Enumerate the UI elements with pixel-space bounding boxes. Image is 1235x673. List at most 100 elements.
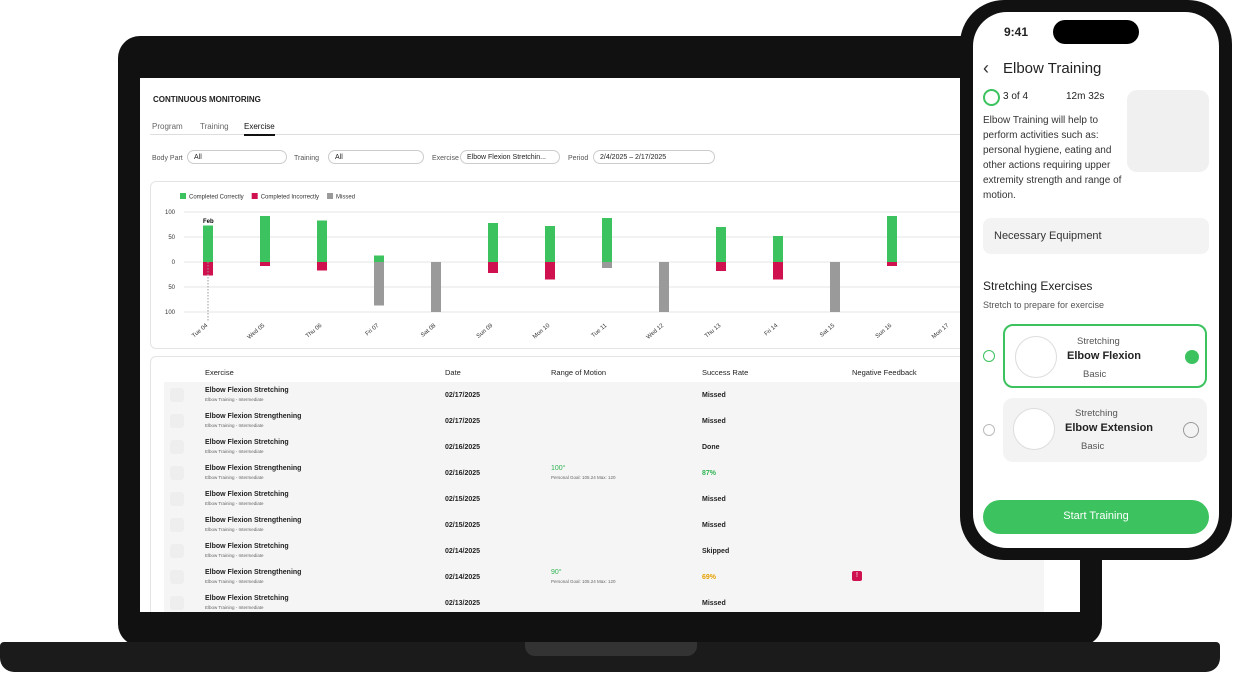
goal: Personal Goal: 105.24 Max: 120 bbox=[551, 579, 616, 584]
table-row: Elbow Flexion Stretching Elbow Training -… bbox=[164, 538, 1044, 564]
radio[interactable] bbox=[983, 424, 995, 436]
card-name: Elbow Extension bbox=[1065, 422, 1154, 434]
exercise-name: Elbow Flexion Strengthening bbox=[205, 465, 302, 472]
exercise-sub: Elbow Training - Intermediate bbox=[205, 423, 264, 428]
x-tick-label: Sun 09 bbox=[476, 323, 495, 340]
exercise-sub: Elbow Training - Intermediate bbox=[205, 397, 264, 402]
table-row: Elbow Flexion Stretching Elbow Training -… bbox=[164, 434, 1044, 460]
bar bbox=[260, 262, 270, 266]
bar bbox=[602, 262, 612, 268]
filter-select[interactable]: 2/4/2025 – 2/17/2025 bbox=[593, 150, 715, 164]
section-title: Stretching Exercises bbox=[983, 279, 1093, 293]
y-tick-label: 50 bbox=[168, 285, 175, 291]
legend-swatch bbox=[327, 193, 334, 199]
row-icon bbox=[170, 388, 184, 402]
x-tick-label: Tue 11 bbox=[591, 323, 609, 340]
filter-select[interactable]: All bbox=[328, 150, 424, 164]
bar bbox=[659, 262, 669, 312]
column-header: Range of Motion bbox=[551, 368, 607, 377]
filter-label: Exercise bbox=[432, 155, 459, 162]
table-row: Elbow Flexion Stretching Elbow Training -… bbox=[164, 590, 1044, 612]
success-rate: Missed bbox=[702, 392, 726, 399]
filter-select[interactable]: All bbox=[187, 150, 287, 164]
x-tick-label: Wed 05 bbox=[247, 323, 267, 341]
legend-swatch bbox=[180, 193, 186, 199]
x-tick-label: Sat 08 bbox=[420, 323, 438, 339]
column-header: Negative Feedback bbox=[852, 368, 917, 377]
table-row: Elbow Flexion Strengthening Elbow Trainin… bbox=[164, 564, 1044, 590]
range: 100° bbox=[551, 465, 566, 472]
y-tick-label: 50 bbox=[168, 235, 175, 241]
column-header: Success Rate bbox=[702, 368, 749, 377]
table: Exercise Date Range of Motion Success Rate N… bbox=[140, 366, 1080, 612]
y-tick-label: 100 bbox=[165, 210, 176, 216]
tab[interactable]: Exercise bbox=[244, 122, 275, 136]
table-row: Elbow Flexion Strengthening Elbow Trainin… bbox=[164, 460, 1044, 486]
x-tick-label: Wed 12 bbox=[646, 323, 666, 341]
bar bbox=[602, 218, 612, 262]
chart: 100 50 0 50 100 Completed Correctly Completed … bbox=[165, 193, 978, 341]
legend-label: Completed Incorrectly bbox=[261, 195, 319, 201]
laptop-screen: CONTINUOUS MONITORING Exercise Date Range … bbox=[140, 78, 1080, 612]
feedback-flag: ! bbox=[852, 571, 862, 581]
exercise-sub: Elbow Training - Intermediate bbox=[205, 475, 264, 480]
filter-select[interactable]: Elbow Flexion Stretchin... bbox=[460, 150, 560, 164]
y-tick-label: 0 bbox=[172, 260, 176, 266]
table-row: Elbow Flexion Strengthening Elbow Trainin… bbox=[164, 512, 1044, 538]
card-name: Elbow Flexion bbox=[1067, 350, 1141, 362]
table-row: Elbow Flexion Strengthening Elbow Trainin… bbox=[164, 408, 1044, 434]
exercise-image bbox=[1127, 90, 1209, 172]
row-icon bbox=[170, 414, 184, 428]
date: 02/16/2025 bbox=[445, 444, 481, 451]
x-tick-label: Sat 15 bbox=[819, 323, 837, 339]
exercise-card[interactable]: Stretching Elbow Flexion Basic bbox=[1003, 324, 1207, 388]
tab[interactable]: Program bbox=[152, 122, 183, 131]
date: 02/13/2025 bbox=[445, 600, 481, 607]
card-tag: Stretching bbox=[1077, 336, 1120, 347]
card-level: Basic bbox=[1083, 369, 1107, 380]
page-title: CONTINUOUS MONITORING bbox=[153, 95, 261, 104]
start-button-label: Start Training bbox=[1063, 510, 1129, 522]
bar bbox=[374, 262, 384, 306]
dynamic-island bbox=[1053, 20, 1139, 44]
success-rate: 69% bbox=[702, 574, 717, 581]
filter-label: Body Part bbox=[152, 155, 183, 162]
card-icon bbox=[1013, 408, 1055, 450]
row-icon bbox=[170, 596, 184, 610]
equipment-box[interactable] bbox=[983, 218, 1209, 254]
x-tick-label: Thu 13 bbox=[704, 323, 723, 340]
legend-swatch bbox=[251, 193, 258, 199]
back-button[interactable]: ‹ bbox=[983, 58, 989, 78]
exercise-sub: Elbow Training - Intermediate bbox=[205, 527, 264, 532]
phone-screen: 9:41 ‹ Elbow Training 3 of 4 12m 32s Elb… bbox=[973, 12, 1219, 548]
bar bbox=[260, 216, 270, 262]
description: Elbow Training will help to perform acti… bbox=[983, 115, 1122, 201]
progress-ring bbox=[983, 89, 1000, 106]
radio[interactable] bbox=[983, 350, 995, 362]
x-tick-label: Sun 16 bbox=[875, 323, 894, 340]
date: 02/17/2025 bbox=[445, 392, 481, 399]
bar bbox=[773, 236, 783, 262]
bar bbox=[773, 262, 783, 280]
tab[interactable]: Training bbox=[200, 122, 229, 131]
legend-label: Missed bbox=[336, 195, 355, 201]
table-row: Elbow Flexion Stretching Elbow Training -… bbox=[164, 382, 1044, 408]
success-rate: 87% bbox=[702, 470, 717, 477]
start-button[interactable] bbox=[983, 500, 1209, 534]
x-tick-label: Fri 07 bbox=[365, 323, 381, 338]
exercise-card[interactable]: Stretching Elbow Extension Basic bbox=[1003, 398, 1207, 462]
success-rate: Missed bbox=[702, 600, 726, 607]
date: 02/14/2025 bbox=[445, 574, 481, 581]
exercise-name: Elbow Flexion Stretching bbox=[205, 543, 289, 550]
exercise-name: Elbow Flexion Strengthening bbox=[205, 569, 302, 576]
exercise-sub: Elbow Training - Intermediate bbox=[205, 553, 264, 558]
exercise-name: Elbow Flexion Stretching bbox=[205, 491, 289, 498]
exercise-sub: Elbow Training - Intermediate bbox=[205, 449, 264, 454]
date: 02/15/2025 bbox=[445, 522, 481, 529]
exercise-name: Elbow Flexion Stretching bbox=[205, 387, 289, 394]
x-tick-label: Mon 17 bbox=[931, 323, 951, 341]
goal: Personal Goal: 105.24 Max: 120 bbox=[551, 475, 616, 480]
exercise-name: Elbow Flexion Stretching bbox=[205, 439, 289, 446]
row-icon bbox=[170, 492, 184, 506]
